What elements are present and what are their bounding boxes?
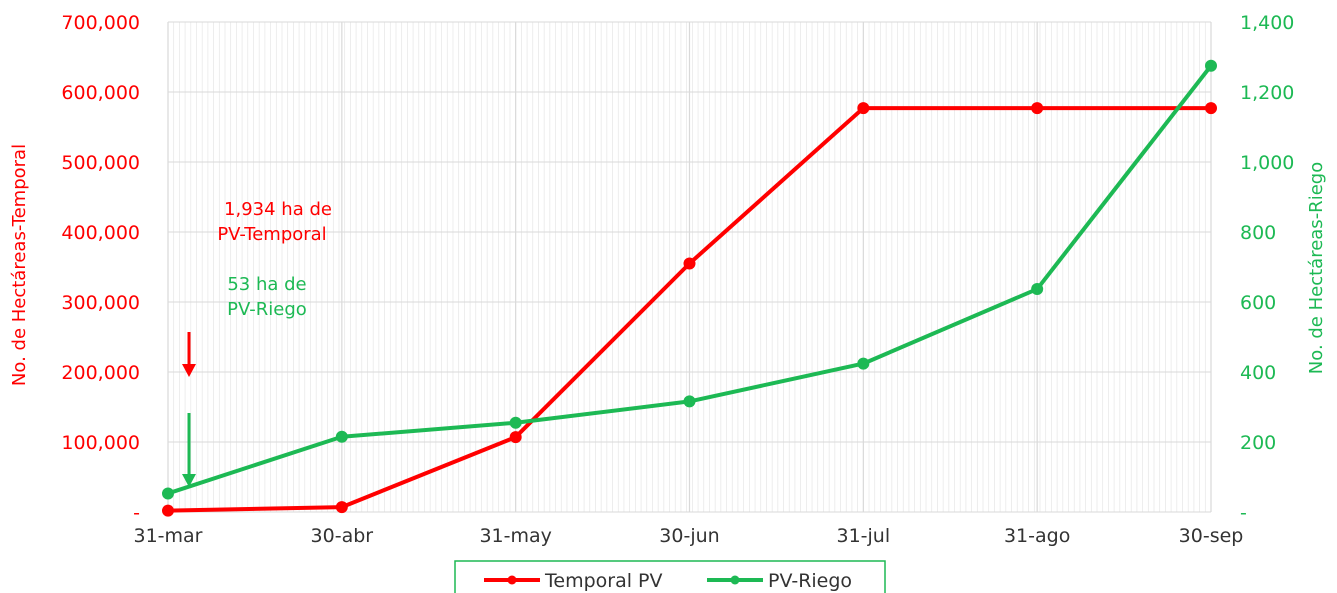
left-tick-label: 200,000 <box>61 362 140 384</box>
right-axis-ticks: - 200 400 600 800 1,000 1,200 1,400 <box>1240 12 1294 524</box>
temporal-pv-point <box>1205 102 1217 115</box>
series-pv-riego <box>162 59 1217 500</box>
legend-marker-temporal <box>484 575 540 585</box>
x-tick-label: 31-mar <box>134 525 203 547</box>
right-tick-label: 1,000 <box>1240 152 1294 174</box>
series-temporal-pv <box>162 102 1217 517</box>
x-tick-label: 30-jun <box>659 525 719 547</box>
annotations: 1,934 ha de PV-Temporal 53 ha de PV-Rieg… <box>182 199 332 487</box>
right-tick-label: 1,400 <box>1240 12 1294 34</box>
left-tick-label: 400,000 <box>61 222 140 244</box>
pv-riego-point <box>683 395 696 408</box>
pv-riego-point <box>509 416 522 429</box>
pv-riego-point <box>162 487 174 500</box>
temporal-pv-point <box>509 431 522 444</box>
right-tick-label: - <box>1240 502 1247 524</box>
annotation-temporal-line-2: PV-Temporal <box>217 224 326 245</box>
left-tick-label: 100,000 <box>61 432 140 454</box>
annotation-riego-line-1: 53 ha de <box>227 274 306 295</box>
left-axis-title: No. de Hectáreas-Temporal <box>9 144 30 386</box>
annotation-temporal-line-1: 1,934 ha de <box>224 199 332 220</box>
arrow-down-icon <box>182 413 196 487</box>
x-tick-label: 31-may <box>479 525 551 547</box>
temporal-pv-point <box>335 501 348 514</box>
temporal-pv-point <box>857 102 870 115</box>
left-tick-label: 700,000 <box>61 12 140 34</box>
left-axis-ticks: - 100,000 200,000 300,000 400,000 500,000 600,… <box>61 12 140 524</box>
x-tick-label: 31-jul <box>837 525 891 547</box>
legend-marker-riego <box>707 575 763 585</box>
x-tick-label: 30-sep <box>1179 525 1244 547</box>
right-tick-label: 1,200 <box>1240 82 1294 104</box>
x-tick-label: 30-abr <box>311 525 374 547</box>
right-tick-label: 200 <box>1240 432 1276 454</box>
x-axis-ticks: 31-mar 30-abr 31-may 30-jun 31-jul 31-ago 30-s… <box>134 525 1244 547</box>
right-tick-label: 400 <box>1240 362 1276 384</box>
temporal-pv-point <box>162 504 174 517</box>
arrow-down-icon <box>182 332 196 377</box>
pv-riego-point <box>1205 59 1217 72</box>
right-tick-label: 800 <box>1240 222 1276 244</box>
legend-label-riego: PV-Riego <box>768 570 852 592</box>
left-tick-label: 300,000 <box>61 292 140 314</box>
legend: Temporal PV PV-Riego <box>454 560 886 593</box>
annotation-riego-line-2: PV-Riego <box>227 299 307 320</box>
x-tick-label: 31-ago <box>1004 525 1070 547</box>
pv-riego-point <box>1031 283 1044 296</box>
temporal-pv-point <box>1031 102 1044 115</box>
left-tick-label: 600,000 <box>61 82 140 104</box>
pv-riego-point <box>857 357 870 370</box>
minor-grid <box>173 22 1206 512</box>
legend-box <box>454 560 886 593</box>
pv-riego-point <box>335 430 348 443</box>
left-tick-label: - <box>133 502 140 524</box>
legend-label-temporal: Temporal PV <box>544 570 663 592</box>
temporal-pv-point <box>683 257 696 270</box>
left-tick-label: 500,000 <box>61 152 140 174</box>
right-axis-title: No. de Hectáreas-Riego <box>1306 162 1327 374</box>
right-tick-label: 600 <box>1240 292 1276 314</box>
